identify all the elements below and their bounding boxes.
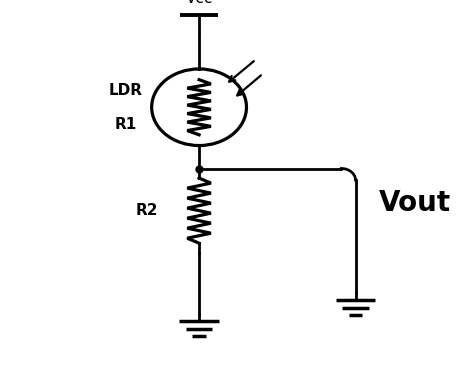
Text: Vcc: Vcc <box>185 0 213 6</box>
Text: R1: R1 <box>115 117 137 132</box>
Text: LDR: LDR <box>109 82 143 98</box>
Text: R2: R2 <box>136 203 158 218</box>
Text: Vout: Vout <box>379 189 451 217</box>
